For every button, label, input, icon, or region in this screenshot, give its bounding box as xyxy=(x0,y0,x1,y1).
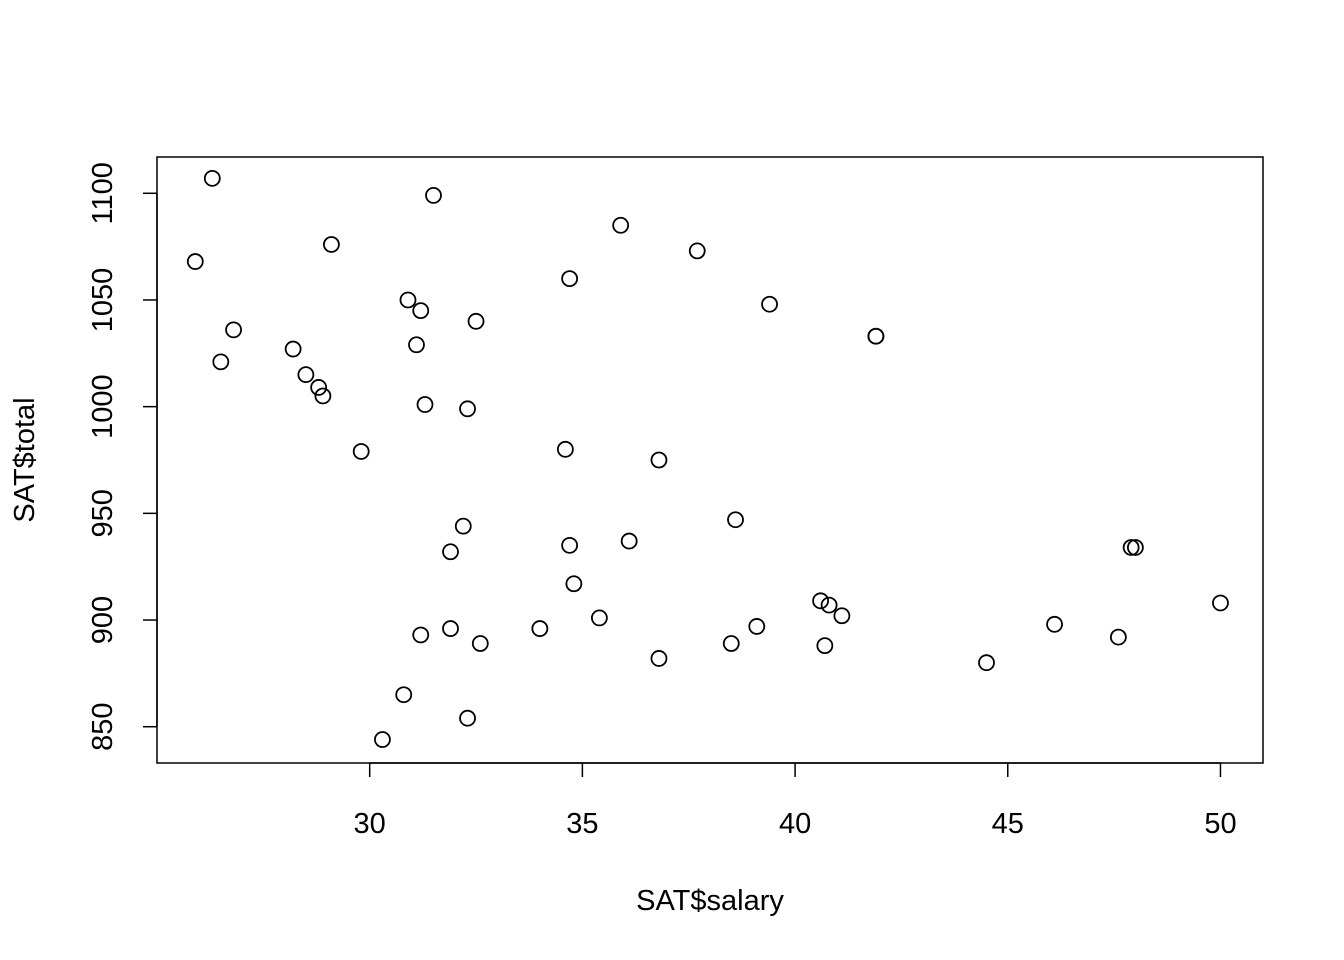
data-point xyxy=(833,607,851,625)
y-tick-label: 1050 xyxy=(87,268,119,333)
data-point xyxy=(416,396,434,413)
data-point xyxy=(459,400,476,418)
data-point xyxy=(186,253,204,270)
y-tick-label: 1100 xyxy=(87,162,119,224)
data-point xyxy=(722,635,740,652)
x-tick-label: 30 xyxy=(354,808,386,840)
data-point xyxy=(425,187,442,204)
data-point xyxy=(565,575,583,593)
x-tick-label: 45 xyxy=(992,808,1024,840)
data-point xyxy=(399,291,417,309)
data-point xyxy=(561,270,579,288)
data-point xyxy=(471,635,489,652)
data-points xyxy=(186,169,1229,748)
data-point xyxy=(442,620,459,637)
data-point xyxy=(761,295,778,313)
y-axis-title: SAT$total xyxy=(9,397,41,522)
data-point xyxy=(442,543,459,561)
data-point xyxy=(323,236,340,253)
data-point xyxy=(352,443,370,460)
data-point xyxy=(561,536,579,554)
y-tick-label: 850 xyxy=(87,703,119,751)
y-axis: 850 900 950 1000 1050 1100 xyxy=(87,162,158,751)
data-point xyxy=(412,626,430,644)
plot-area-frame xyxy=(156,156,1264,764)
data-point xyxy=(556,440,574,458)
data-point xyxy=(395,686,413,704)
data-point xyxy=(1126,539,1144,556)
data-point xyxy=(591,609,608,627)
x-tick-label: 40 xyxy=(779,808,811,840)
data-point xyxy=(727,511,744,529)
data-point xyxy=(454,517,472,535)
data-point xyxy=(297,366,315,384)
data-point xyxy=(412,302,430,320)
data-point xyxy=(1109,628,1127,646)
data-point xyxy=(310,379,328,396)
data-point xyxy=(688,242,706,260)
x-axis-title: SAT$salary xyxy=(636,885,784,917)
x-tick-label: 50 xyxy=(1204,808,1236,840)
data-point xyxy=(203,169,221,187)
data-point xyxy=(978,654,995,672)
data-point xyxy=(212,353,230,371)
data-point xyxy=(650,451,668,469)
data-point xyxy=(867,327,885,345)
data-point xyxy=(612,216,630,234)
data-point xyxy=(748,618,766,635)
data-point xyxy=(314,387,332,405)
data-point xyxy=(374,731,391,748)
data-point xyxy=(531,620,549,637)
data-point xyxy=(812,592,829,610)
data-point xyxy=(1046,615,1063,633)
data-point xyxy=(284,340,302,358)
data-point xyxy=(816,637,834,655)
data-point xyxy=(459,709,476,727)
y-tick-label: 950 xyxy=(87,489,119,537)
data-point xyxy=(467,312,485,330)
y-tick-label: 1000 xyxy=(87,374,119,439)
data-point xyxy=(225,321,242,339)
y-tick-label: 900 xyxy=(87,596,119,644)
data-point xyxy=(408,336,425,354)
data-point xyxy=(650,650,668,667)
data-point xyxy=(1212,594,1229,612)
x-tick-label: 35 xyxy=(566,808,598,840)
data-point xyxy=(620,532,638,550)
x-axis: 30 35 40 45 50 xyxy=(354,762,1237,840)
data-point xyxy=(1122,539,1140,556)
data-point xyxy=(820,596,838,614)
